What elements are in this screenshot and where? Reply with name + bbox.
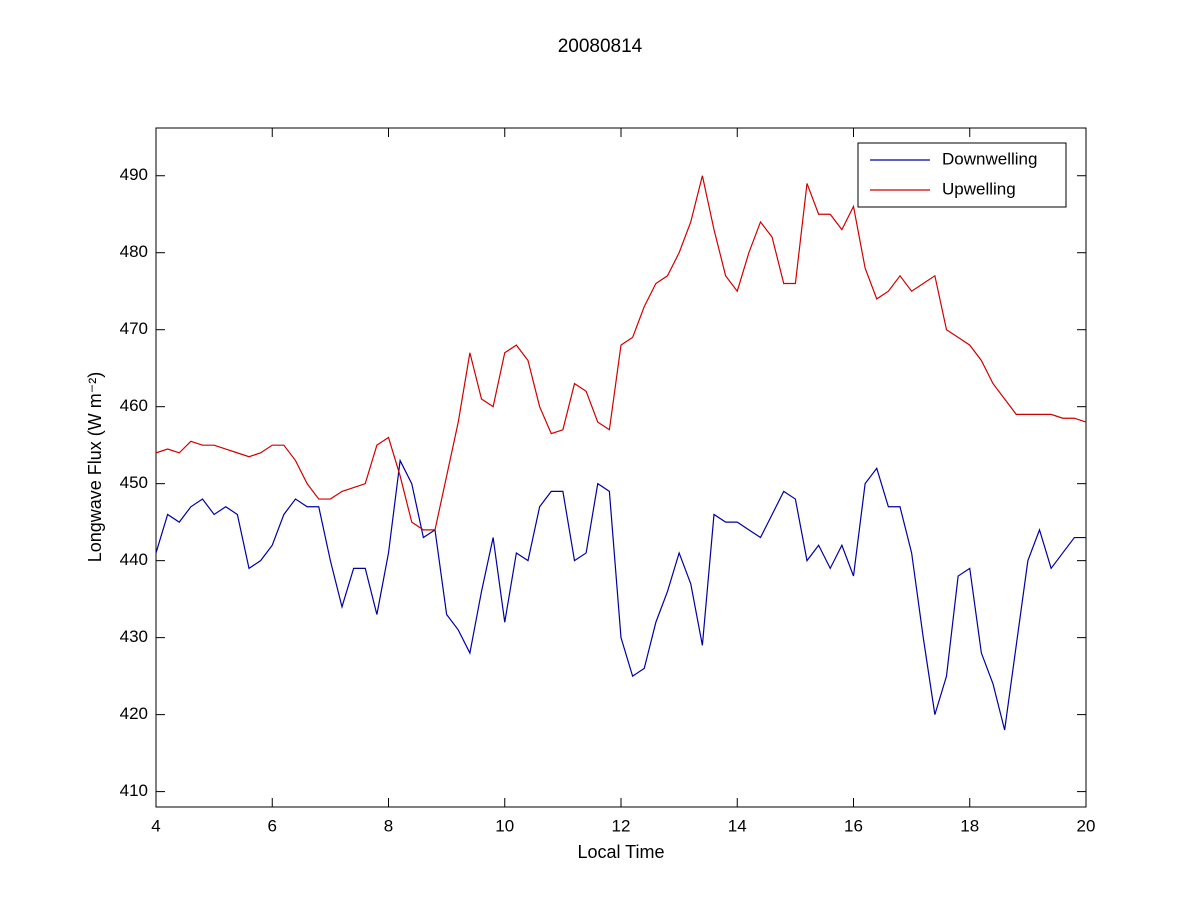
x-axis-label: Local Time xyxy=(577,842,664,862)
plot-area xyxy=(155,127,1087,808)
legend-box xyxy=(857,142,1067,208)
legend-label: Downwelling xyxy=(942,149,1037,168)
series-line xyxy=(155,175,1087,531)
y-tick-label: 420 xyxy=(120,704,148,723)
x-tick-label: 20 xyxy=(1077,816,1096,835)
y-tick-label: 480 xyxy=(120,242,148,261)
x-tick-label: 6 xyxy=(268,816,277,835)
legend-label: Upwelling xyxy=(942,179,1016,198)
x-tick-label: 12 xyxy=(612,816,631,835)
y-tick-label: 490 xyxy=(120,165,148,184)
x-tick-label: 16 xyxy=(844,816,863,835)
x-tick-label: 10 xyxy=(495,816,514,835)
y-tick-label: 440 xyxy=(120,550,148,569)
y-axis-label: Longwave Flux (W m⁻²) xyxy=(85,372,105,563)
y-tick-label: 450 xyxy=(120,473,148,492)
series-line xyxy=(155,458,1086,731)
y-tick-label: 470 xyxy=(120,319,148,338)
x-tick-label: 14 xyxy=(728,816,747,835)
y-tick-label: 430 xyxy=(120,627,148,646)
x-tick-label: 18 xyxy=(960,816,979,835)
x-tick-label: 4 xyxy=(151,816,160,835)
y-tick-label: 460 xyxy=(120,396,148,415)
chart-title: 20080814 xyxy=(558,36,643,57)
y-tick-label: 410 xyxy=(120,781,148,800)
x-tick-label: 8 xyxy=(384,816,393,835)
